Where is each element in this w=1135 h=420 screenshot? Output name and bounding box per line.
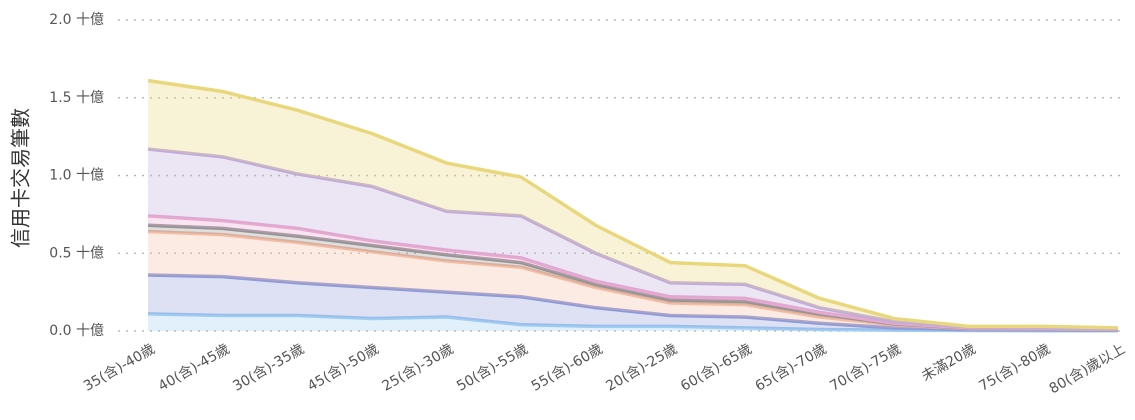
y-axis-title: 信用卡交易筆數 [9, 108, 33, 248]
y-tick-label: 0.0 十億 [49, 323, 104, 339]
y-tick-label: 1.5 十億 [49, 90, 104, 106]
x-tick-label: 75(含)-80歲 [976, 341, 1053, 395]
area-fill [148, 313, 1118, 331]
x-tick-label: 未滿20歲 [919, 341, 979, 385]
y-tick-label: 1.0 十億 [49, 168, 104, 184]
series-line [147, 78, 1119, 330]
x-tick-label: 55(含)-60歲 [529, 341, 606, 395]
y-tick-label: 2.0 十億 [49, 12, 104, 28]
x-tick-label: 70(含)-75歲 [827, 341, 904, 395]
x-tick-label: 65(含)-70歲 [753, 341, 830, 395]
area-fill [148, 225, 1118, 330]
x-tick-label: 45(含)-50歲 [305, 341, 382, 395]
x-tick-label: 30(含)-35歲 [230, 341, 307, 395]
x-tick-label: 50(含)-55歲 [454, 341, 531, 395]
x-tick-label: 35(含)-40歲 [81, 341, 158, 395]
x-tick-label: 60(含)-65歲 [678, 341, 755, 395]
x-tick-label: 25(含)-30歲 [380, 341, 457, 395]
x-tick-label: 40(含)-45歲 [156, 341, 233, 395]
x-tick-label: 80(含)歲以上 [1047, 341, 1128, 397]
area-fill [148, 231, 1118, 331]
y-tick-label: 0.5 十億 [49, 245, 104, 261]
x-tick-label: 20(含)-25歲 [603, 341, 680, 395]
